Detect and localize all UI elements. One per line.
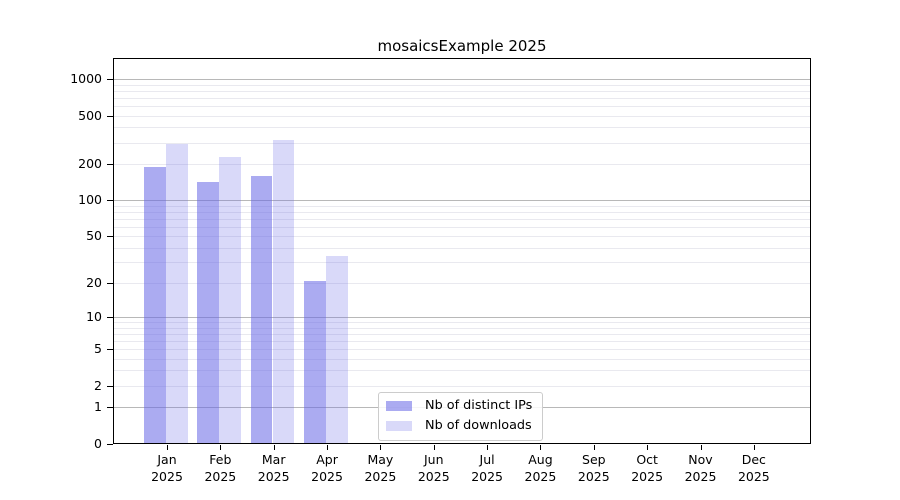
legend-swatch-distinct-ips (386, 401, 412, 411)
x-tick-label: Feb 2025 (204, 451, 237, 484)
bar-distinct-ips (304, 280, 326, 444)
bar-distinct-ips (144, 166, 166, 444)
y-tick-label: 5 (94, 341, 102, 357)
minor-gridline (114, 349, 810, 351)
x-tick-label: Jul 2025 (471, 451, 503, 484)
x-tick-mark (220, 444, 222, 450)
minor-gridline (114, 262, 810, 264)
y-tick-label: 20 (86, 274, 102, 290)
x-tick-label: Nov 2025 (684, 451, 717, 484)
chart-title: mosaicsExample 2025 (377, 37, 547, 55)
y-tick-mark (107, 79, 113, 81)
minor-gridline (114, 115, 810, 117)
legend-item-distinct-ips: Nb of distinct IPs (386, 398, 532, 414)
x-tick-label: Jan 2025 (151, 451, 183, 484)
x-tick-mark (327, 444, 329, 450)
minor-gridline (114, 211, 810, 213)
y-tick-mark (107, 349, 113, 351)
y-tick-label: 1000 (70, 71, 102, 87)
x-tick-label: Dec 2025 (737, 451, 770, 484)
y-tick-mark (107, 385, 113, 387)
legend-label-distinct-ips: Nb of distinct IPs (425, 398, 533, 413)
minor-gridline (114, 327, 810, 329)
y-tick-label: 2 (94, 377, 102, 393)
minor-gridline (114, 358, 810, 360)
y-tick-label: 0 (94, 435, 102, 451)
x-tick-mark (167, 444, 168, 450)
bar-downloads (219, 156, 241, 444)
minor-gridline (114, 106, 810, 108)
minor-gridline (114, 97, 810, 99)
minor-gridline (114, 282, 810, 284)
y-tick-label: 10 (86, 309, 102, 325)
y-tick-label: 200 (78, 155, 102, 171)
minor-gridline (114, 247, 810, 249)
y-tick-mark (107, 163, 113, 165)
minor-gridline (114, 218, 810, 220)
x-tick-mark (273, 444, 275, 450)
major-gridline (114, 317, 810, 319)
x-tick-mark (593, 444, 595, 450)
minor-gridline (114, 385, 810, 387)
minor-gridline (114, 84, 810, 86)
legend-item-downloads: Nb of downloads (386, 418, 532, 434)
minor-gridline (114, 163, 810, 165)
x-tick-mark (700, 444, 702, 450)
minor-gridline (114, 127, 810, 129)
legend: Nb of distinct IPs Nb of downloads (378, 392, 544, 441)
x-tick-mark (647, 444, 649, 450)
y-tick-label: 1 (94, 398, 102, 414)
bar-downloads (272, 139, 295, 444)
x-tick-label: Aug 2025 (524, 451, 557, 484)
x-tick-label: Sep 2025 (577, 451, 610, 484)
bar-distinct-ips (250, 175, 273, 444)
minor-gridline (114, 226, 810, 228)
y-tick-mark (107, 115, 113, 117)
x-tick-label: Jun 2025 (417, 451, 450, 484)
bar-distinct-ips (197, 182, 219, 444)
minor-gridline (114, 90, 810, 92)
minor-gridline (114, 333, 810, 335)
minor-gridline (114, 205, 810, 207)
major-gridline (114, 79, 810, 81)
bar-downloads (166, 143, 188, 444)
y-tick-label: 50 (86, 228, 102, 244)
minor-gridline (114, 370, 810, 372)
minor-gridline (114, 236, 810, 238)
y-tick-mark (107, 443, 113, 445)
y-tick-mark (107, 317, 113, 319)
x-tick-mark (487, 444, 489, 450)
y-tick-mark (107, 200, 113, 202)
x-tick-mark (433, 444, 435, 450)
x-tick-label: Oct 2025 (631, 451, 664, 484)
legend-label-downloads: Nb of downloads (425, 418, 532, 433)
major-gridline (114, 200, 810, 202)
minor-gridline (114, 142, 810, 144)
legend-swatch-downloads (386, 421, 412, 431)
x-tick-mark (753, 444, 755, 450)
x-tick-mark (540, 444, 542, 450)
y-tick-mark (107, 236, 113, 238)
y-tick-label: 500 (78, 107, 102, 123)
plot-area (113, 58, 811, 444)
x-tick-label: Mar 2025 (257, 451, 290, 484)
y-tick-mark (107, 282, 113, 284)
minor-gridline (114, 340, 810, 342)
minor-gridline (114, 322, 810, 324)
x-tick-label: May 2025 (364, 451, 397, 484)
x-tick-label: Apr 2025 (311, 451, 343, 484)
x-tick-mark (380, 444, 382, 450)
bar-downloads (326, 256, 348, 444)
y-tick-mark (107, 406, 113, 408)
y-tick-label: 100 (78, 192, 102, 208)
